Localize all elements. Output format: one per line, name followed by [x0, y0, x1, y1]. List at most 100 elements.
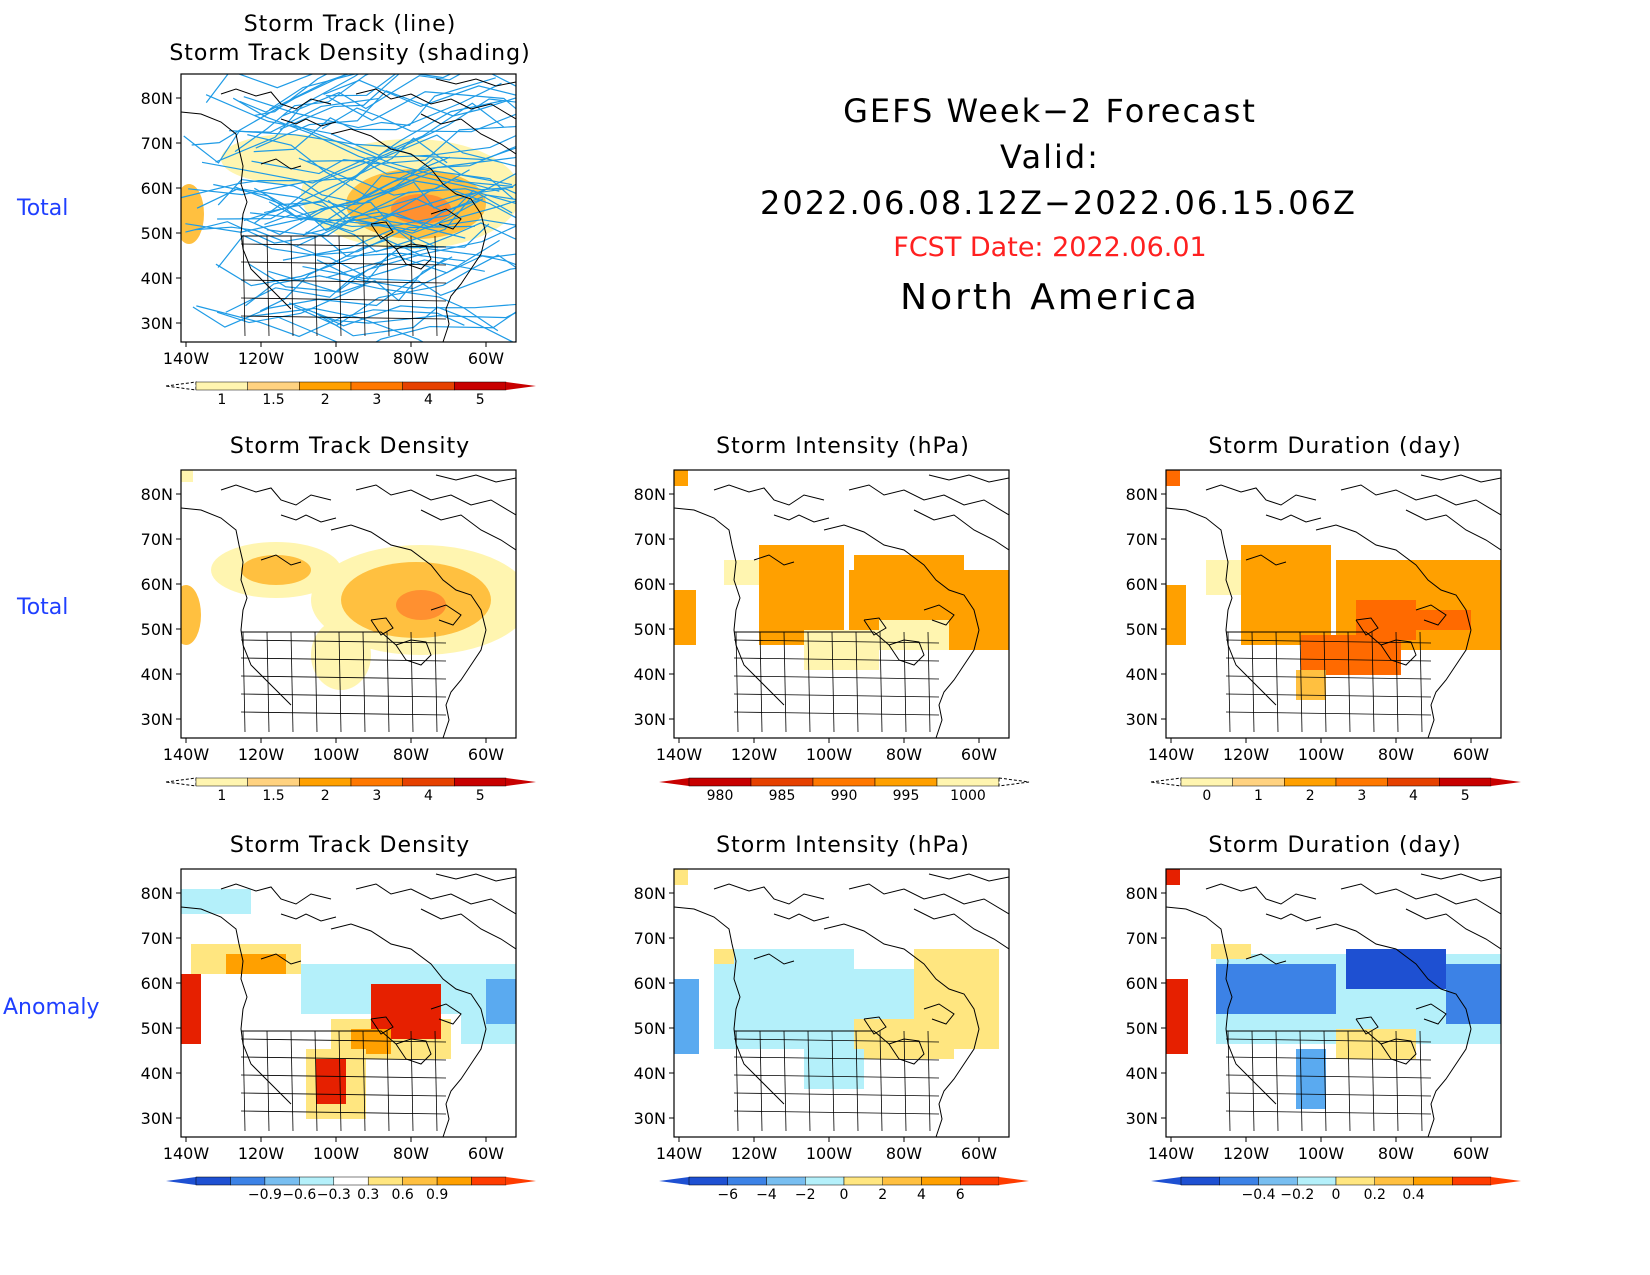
colorbar-label: 3 — [1357, 788, 1366, 804]
state-boundary — [240, 297, 447, 302]
colorbar-segment — [350, 381, 403, 391]
lat-tick-label: 50N — [1126, 620, 1158, 639]
storm-track-line — [217, 234, 485, 278]
colorbar-low-end — [659, 778, 689, 786]
storm-track-line — [298, 134, 516, 182]
state-boundary — [240, 1110, 447, 1115]
coastline-layer — [181, 78, 516, 342]
coastline — [1355, 617, 1379, 636]
coastline-layer — [674, 873, 1009, 1137]
lat-tick-label: 40N — [141, 1064, 173, 1083]
colorbar-label: 980 — [707, 788, 734, 804]
state-boundary — [1323, 1030, 1327, 1132]
state-boundary — [314, 235, 318, 337]
anomaly-shading — [714, 949, 734, 964]
colorbar-segment — [247, 381, 300, 391]
state-boundary — [1419, 1030, 1423, 1132]
map-frame — [180, 73, 517, 343]
colorbar-segment — [333, 1176, 369, 1186]
storm-track-line — [205, 74, 315, 103]
coastline — [420, 509, 516, 551]
coastline — [1405, 509, 1501, 551]
state-boundary — [362, 1030, 366, 1132]
row-label-anomaly: Anomaly — [3, 995, 100, 1020]
colorbar-label: −0.6 — [282, 1187, 316, 1203]
colorbar-segment — [195, 1176, 231, 1186]
coastline — [220, 883, 332, 905]
storm-track-line — [201, 134, 516, 184]
coastline — [1315, 524, 1472, 631]
storm-track-line — [282, 74, 516, 117]
intensity-shading — [804, 630, 879, 670]
lat-tick-label: 50N — [141, 620, 173, 639]
storm-track-line — [234, 74, 371, 153]
colorbar-low-end — [1150, 777, 1182, 787]
coastline — [923, 604, 955, 626]
colorbar-segment — [195, 777, 248, 787]
colorbar-label: 1 — [217, 788, 226, 804]
lon-tick-label: 80W — [1378, 745, 1414, 764]
storm-track-line — [241, 157, 513, 236]
coastline — [1420, 873, 1501, 882]
coastline — [355, 883, 516, 915]
coastline — [420, 908, 516, 950]
state-boundary — [855, 631, 859, 733]
colorbar: 0 1 2 3 4 5 — [1150, 777, 1521, 804]
state-boundary — [434, 1030, 438, 1132]
state-boundary — [735, 631, 739, 733]
state-boundary — [240, 279, 447, 284]
lat-tick-label: 40N — [634, 1064, 666, 1083]
lat-tick-label: 40N — [1126, 665, 1158, 684]
lon-tick-label: 60W — [468, 1144, 504, 1163]
colorbar: 1 1.5 2 3 4 5 — [165, 777, 536, 804]
colorbar-low-end — [659, 1177, 689, 1185]
storm-track-line — [321, 107, 516, 133]
lat-tick-label: 60N — [634, 575, 666, 594]
colorbar-segment — [1439, 777, 1492, 787]
lon-tick-label: 80W — [393, 349, 429, 368]
coastline — [923, 1003, 955, 1025]
panel-intensity-total: Storm Intensity (hPa) 80N 70N 60N 50N 40N 30N… — [633, 404, 1053, 804]
coastline — [280, 514, 337, 523]
lon-tick-label: 140W — [656, 745, 703, 764]
coastline — [1205, 883, 1317, 905]
panel-density-anomaly: Storm Track Density 80N 70N 60N 50N 40N 30N 14… — [140, 803, 560, 1203]
storm-track-line — [255, 90, 516, 149]
map-frame — [180, 868, 517, 1138]
colorbar-high-end — [1491, 1177, 1521, 1185]
lat-tick-label: 50N — [141, 1019, 173, 1038]
coastline — [420, 113, 516, 155]
coastline — [823, 923, 980, 1030]
state-boundary — [807, 1030, 811, 1132]
state-boundary — [410, 235, 414, 337]
colorbar-label: −0.4 — [1242, 1187, 1276, 1203]
row-label-total-1: Total — [17, 196, 69, 221]
coastline — [753, 953, 795, 965]
colorbar-low-end — [1151, 1177, 1181, 1185]
lat-tick-label: 50N — [141, 224, 173, 243]
lon-tick-label: 60W — [468, 745, 504, 764]
map-figure: 80N 70N 60N 50N 40N 30N 140W 120W 100W 80W 60W 1 1.5… — [141, 73, 536, 408]
coastline — [442, 233, 487, 342]
anomaly-shading — [226, 954, 286, 974]
colorbar-label: 3 — [372, 392, 381, 408]
panel-title: Storm Duration (day) — [1208, 833, 1462, 858]
state-boundary — [733, 1092, 940, 1097]
coastline — [430, 1003, 462, 1025]
coastline — [330, 923, 487, 1030]
state-boundary — [733, 657, 940, 662]
anomaly-shading — [316, 1059, 346, 1104]
colorbar-segment — [688, 1176, 728, 1186]
coastline-layer — [181, 873, 516, 1137]
colorbar-label: 0.2 — [1364, 1187, 1386, 1203]
coastline — [753, 554, 795, 566]
colorbar-segment — [195, 381, 248, 391]
coastline — [773, 514, 830, 523]
colorbar-segment — [247, 777, 300, 787]
storm-track-line — [327, 194, 516, 232]
coastline — [1265, 514, 1322, 523]
state-boundary — [879, 631, 883, 733]
coastline — [1340, 883, 1501, 915]
coastline — [1405, 908, 1501, 950]
colorbar-segment — [766, 1176, 806, 1186]
